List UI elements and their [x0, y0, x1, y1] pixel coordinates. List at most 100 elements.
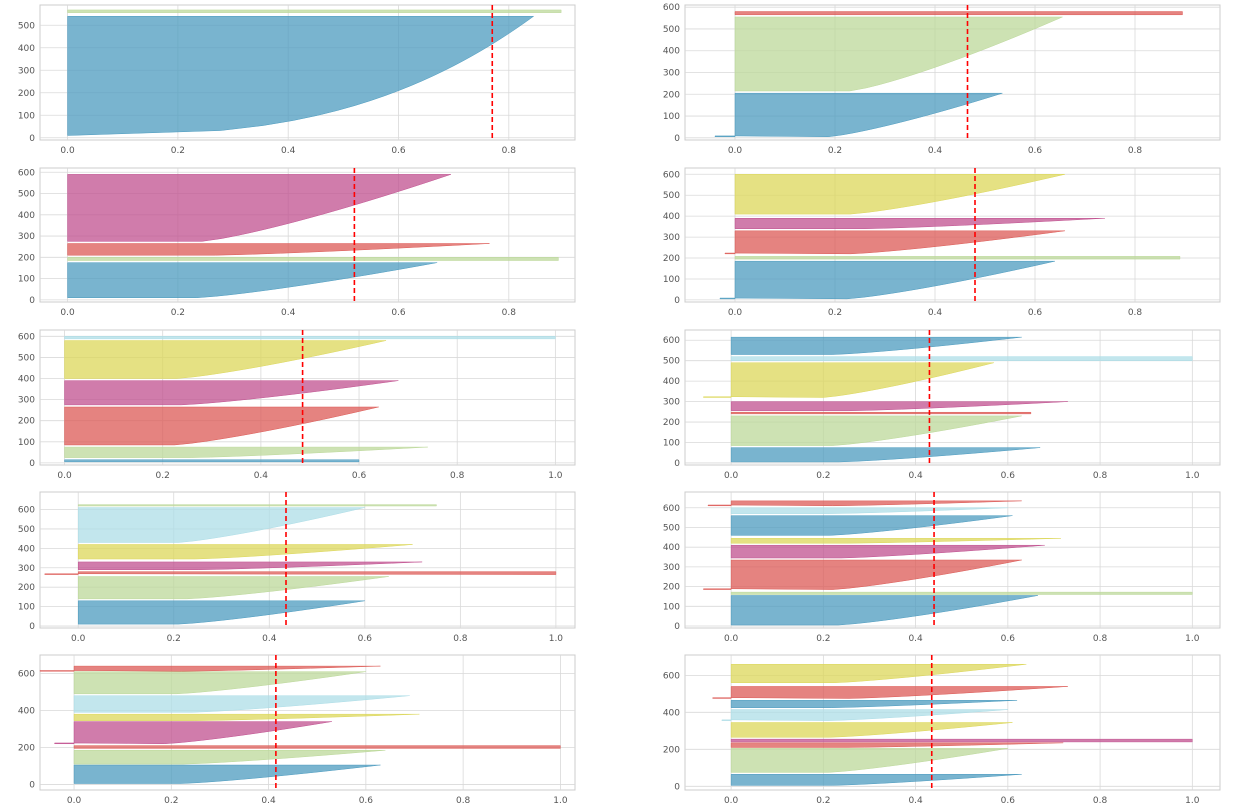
x-tick-label: 0.8 — [1128, 146, 1143, 156]
cluster-silhouette — [730, 748, 1008, 773]
x-tick-label: 0.0 — [724, 796, 739, 806]
y-tick-label: 200 — [18, 417, 35, 427]
x-tick-label: 1.0 — [553, 796, 568, 806]
y-tick-label: 400 — [663, 47, 680, 57]
cluster-silhouette — [730, 336, 1022, 355]
y-tick-label: 300 — [663, 233, 680, 243]
y-tick-label: 500 — [18, 21, 35, 31]
x-tick-label: 0.4 — [908, 471, 923, 481]
y-tick-label: 500 — [663, 191, 680, 201]
cluster-silhouette — [719, 260, 1056, 300]
x-tick-label: 0.6 — [391, 146, 406, 156]
y-tick-label: 600 — [663, 504, 680, 514]
y-tick-label: 600 — [18, 505, 35, 515]
x-tick-label: 0.0 — [60, 146, 75, 156]
y-tick-label: 200 — [18, 743, 35, 753]
y-tick-label: 300 — [663, 69, 680, 79]
x-tick-label: 0.2 — [828, 308, 842, 318]
cluster-silhouette — [734, 218, 1106, 229]
cluster-silhouette — [73, 695, 410, 713]
y-tick-label: 400 — [18, 44, 35, 54]
y-tick-label: 500 — [18, 353, 35, 363]
x-tick-label: 0.8 — [1093, 471, 1108, 481]
y-tick-label: 500 — [663, 523, 680, 533]
x-tick-label: 0.0 — [57, 471, 72, 481]
y-tick-label: 0 — [29, 296, 35, 306]
y-tick-label: 400 — [663, 543, 680, 553]
y-tick-label: 300 — [18, 66, 35, 76]
y-tick-label: 0 — [674, 134, 680, 144]
silhouette-panel: 0.0 0.2 0.4 0.6 0.8 1.0 0 100 200 300 400 500 600 — [18, 329, 576, 481]
cluster-silhouette — [64, 380, 399, 406]
y-tick-label: 400 — [18, 211, 35, 221]
cluster-silhouette — [64, 406, 379, 446]
y-tick-label: 300 — [663, 563, 680, 573]
cluster-silhouette — [77, 600, 365, 625]
cluster-silhouette — [730, 700, 1018, 708]
x-tick-label: 0.2 — [816, 796, 830, 806]
cluster-silhouette — [64, 459, 360, 463]
y-tick-label: 400 — [18, 544, 35, 554]
cluster-silhouette — [73, 713, 420, 721]
cluster-silhouette — [77, 507, 365, 543]
x-tick-label: 0.8 — [453, 634, 468, 644]
y-tick-label: 500 — [18, 525, 35, 535]
y-tick-label: 100 — [18, 111, 35, 121]
x-tick-label: 0.2 — [171, 146, 185, 156]
cluster-silhouette — [67, 262, 438, 298]
x-tick-label: 1.0 — [549, 634, 564, 644]
x-tick-label: 0.6 — [1001, 471, 1016, 481]
cluster-silhouette — [730, 722, 1013, 738]
cluster-silhouette — [730, 538, 1061, 544]
x-tick-label: 0.4 — [928, 308, 943, 318]
x-tick-label: 0.0 — [71, 634, 86, 644]
cluster-silhouette — [73, 764, 381, 784]
cluster-silhouette — [734, 256, 1181, 260]
x-tick-label: 0.6 — [391, 308, 406, 318]
cluster-silhouette — [730, 356, 1193, 361]
x-tick-label: 0.2 — [828, 146, 842, 156]
y-tick-label: 0 — [29, 622, 35, 632]
cluster-silhouette — [703, 362, 995, 398]
y-tick-label: 600 — [18, 332, 35, 342]
silhouette-panel: 0.0 0.2 0.4 0.6 0.8 0 100 200 300 400 500 600 — [663, 167, 1221, 318]
y-tick-label: 300 — [18, 396, 35, 406]
x-tick-label: 1.0 — [1185, 796, 1200, 806]
x-tick-label: 0.6 — [1001, 634, 1016, 644]
cluster-silhouette — [730, 591, 1193, 595]
cluster-silhouette — [54, 721, 332, 745]
y-tick-label: 300 — [18, 564, 35, 574]
cluster-silhouette — [64, 340, 387, 379]
x-tick-label: 0.6 — [358, 634, 373, 644]
x-tick-label: 0.8 — [456, 796, 471, 806]
silhouette-panel: 0.0 0.2 0.4 0.6 0.8 1.0 0 100 200 300 400 500 600 — [663, 491, 1221, 644]
y-tick-label: 600 — [663, 170, 680, 180]
y-tick-label: 400 — [18, 706, 35, 716]
x-tick-label: 0.2 — [164, 796, 178, 806]
x-tick-label: 0.4 — [281, 308, 296, 318]
y-tick-label: 0 — [674, 782, 680, 792]
cluster-silhouette — [712, 686, 1068, 699]
x-tick-label: 0.8 — [502, 308, 517, 318]
y-tick-label: 100 — [663, 602, 680, 612]
silhouette-panel: 0.0 0.2 0.4 0.6 0.8 1.0 0 200 400 600 — [663, 654, 1221, 806]
x-tick-label: 0.6 — [352, 471, 367, 481]
cluster-silhouette — [39, 665, 381, 672]
y-tick-label: 300 — [663, 398, 680, 408]
y-tick-label: 400 — [18, 375, 35, 385]
x-tick-label: 0.8 — [1093, 796, 1108, 806]
y-tick-label: 100 — [663, 112, 680, 122]
cluster-silhouette — [730, 544, 1045, 559]
y-tick-label: 0 — [674, 296, 680, 306]
y-tick-label: 0 — [29, 780, 35, 790]
silhouette-panel: 0.0 0.2 0.4 0.6 0.8 1.0 0 200 400 600 — [18, 654, 576, 806]
y-tick-label: 600 — [663, 3, 680, 13]
y-tick-label: 400 — [663, 708, 680, 718]
cluster-silhouette — [67, 9, 562, 13]
cluster-silhouette — [734, 16, 1063, 92]
x-tick-label: 0.4 — [908, 796, 923, 806]
cluster-silhouette — [67, 243, 490, 256]
x-tick-label: 0.2 — [156, 471, 170, 481]
cluster-silhouette — [64, 336, 556, 340]
